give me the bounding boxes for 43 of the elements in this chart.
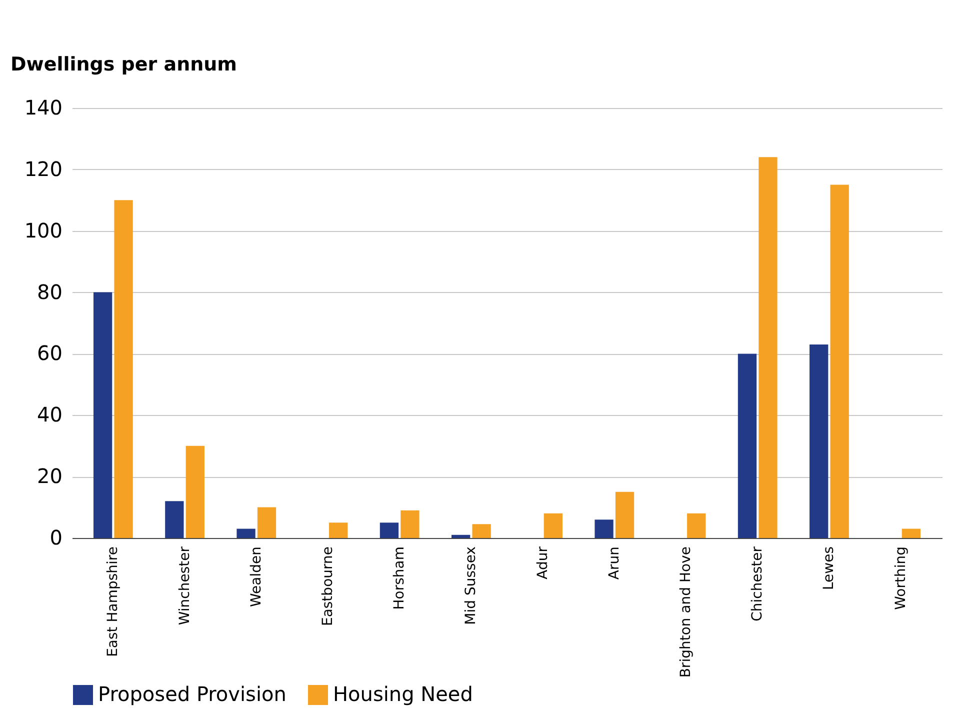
x-tick-label: East Hampshire	[105, 546, 122, 657]
bar	[594, 520, 614, 538]
bar	[329, 522, 348, 538]
x-tick-label: Eastbourne	[320, 546, 336, 626]
x-tick-label: Lewes	[821, 546, 838, 590]
x-tick-label: Wealden	[248, 546, 264, 607]
bar	[830, 184, 849, 538]
bar	[758, 157, 778, 538]
bar	[687, 513, 706, 538]
x-tick-label: Winchester	[176, 546, 193, 626]
bar	[186, 446, 204, 538]
x-tick-label: Horsham	[392, 546, 408, 610]
bar	[165, 501, 184, 538]
x-tick-label: Mid Sussex	[463, 546, 480, 625]
y-tick-label: 0	[50, 526, 62, 550]
x-tick-label: Arun	[606, 546, 622, 580]
y-tick-label: 120	[24, 156, 62, 181]
bar	[902, 528, 921, 538]
x-tick-label: Chichester	[750, 546, 766, 622]
bar	[615, 492, 634, 538]
legend-label: Housing Need	[333, 682, 473, 706]
y-axis-title: Dwellings per annum	[10, 54, 237, 76]
x-tick-label: Adur	[534, 546, 551, 580]
bar	[738, 354, 757, 538]
x-tick-label: Worthing	[892, 546, 909, 610]
bar	[257, 507, 276, 538]
bar	[400, 510, 420, 538]
bar	[472, 524, 491, 538]
y-tick-label: 140	[24, 96, 62, 120]
bar	[544, 513, 562, 538]
x-tick-label: Brighton and Hove	[678, 546, 694, 678]
bar	[810, 344, 828, 538]
bar	[114, 200, 133, 538]
y-tick-label: 80	[37, 280, 62, 304]
bar	[236, 528, 256, 538]
bar	[93, 292, 112, 538]
y-tick-label: 100	[24, 218, 62, 242]
y-tick-label: 20	[37, 464, 62, 488]
y-tick-label: 60	[37, 341, 62, 366]
bar	[452, 534, 470, 538]
bar	[380, 522, 399, 538]
y-tick-label: 40	[37, 402, 62, 427]
legend-label: Proposed Provision	[98, 682, 286, 706]
